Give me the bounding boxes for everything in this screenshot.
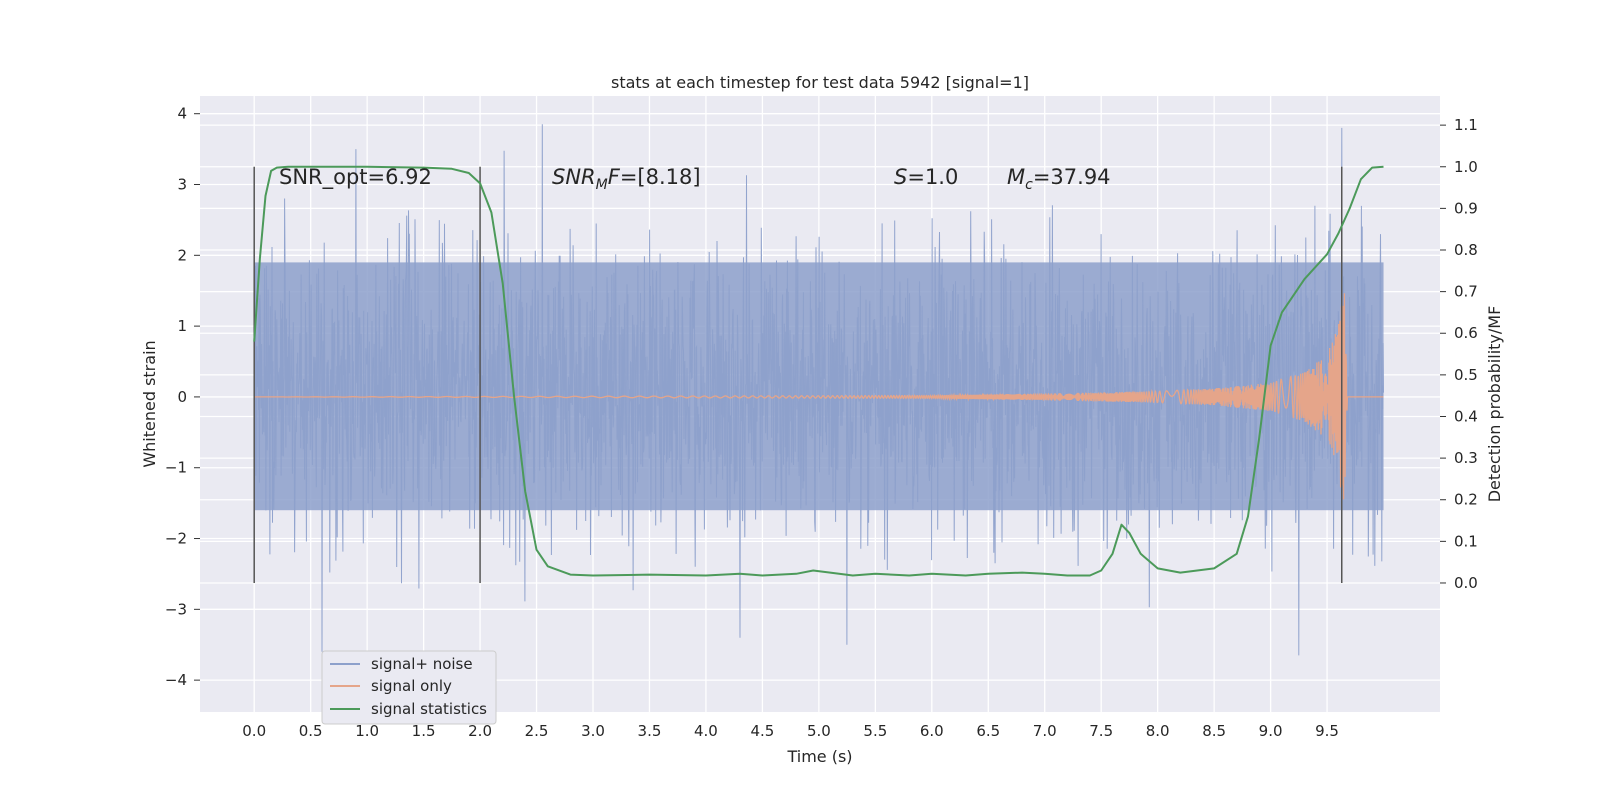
annotation-mc: Mc=37.94: [1007, 165, 1111, 193]
x-tick-label: 7.5: [1089, 722, 1113, 740]
signal-noise-series: [253, 124, 1384, 656]
legend-label-signal-only: signal only: [371, 677, 452, 695]
y2-tick-label: 0.2: [1454, 491, 1478, 509]
y2-tick-label: 0.5: [1454, 366, 1478, 384]
x-tick-label: 9.0: [1259, 722, 1283, 740]
signal-only-line: [254, 293, 1384, 500]
signal-only-series: [254, 293, 1384, 500]
annotation-snr-mf-f: F: [608, 165, 621, 189]
annotation-s: S=1.0: [894, 165, 958, 189]
y2-tick-label: 1.1: [1454, 116, 1478, 134]
x-tick-label: 3.0: [581, 722, 605, 740]
y-tick-label: −2: [165, 530, 187, 548]
x-tick-label: 9.5: [1315, 722, 1339, 740]
annotation-snr-opt: SNR_opt=6.92: [279, 165, 432, 190]
signal-statistics-line: [253, 165, 1384, 577]
y2-tick-label: 0.6: [1454, 324, 1478, 342]
legend-label-signal-statistics: signal statistics: [371, 700, 487, 718]
y2-tick-label: 0.7: [1454, 283, 1478, 301]
x-tick-label: 4.5: [750, 722, 774, 740]
x-tick-label: 3.5: [638, 722, 662, 740]
y-tick-label: −1: [165, 459, 187, 477]
annotation-snr-mf-subscript: M: [596, 177, 608, 193]
y-tick-label: 1: [177, 317, 187, 335]
x-tick-label: 6.5: [976, 722, 1000, 740]
legend-label-signal-noise: signal+ noise: [371, 655, 473, 673]
x-tick-label: 5.5: [863, 722, 887, 740]
y2-tick-label: 0.3: [1454, 449, 1478, 467]
y-tick-label: −4: [165, 671, 187, 689]
annotation-s-symbol: S: [894, 165, 907, 189]
legend: signal+ noise signal only signal statist…: [321, 650, 497, 725]
y2-tick-label: 0.9: [1454, 199, 1478, 217]
vertical-markers: [253, 166, 1343, 583]
x-tick-label: 8.5: [1202, 722, 1226, 740]
x-tick-label: 6.0: [920, 722, 944, 740]
signal-noise-line: [253, 124, 1384, 656]
y-axis-ticks: −4 −3 −2 −1 0 1 2 3 4: [165, 105, 200, 689]
annotation-mc-subscript: c: [1025, 177, 1033, 193]
legend-box: [321, 650, 497, 725]
x-tick-label: 5.0: [807, 722, 831, 740]
annotation-mc-symbol: M: [1007, 165, 1025, 189]
x-tick-label: 1.0: [355, 722, 379, 740]
signal-statistics-series: [253, 165, 1384, 577]
x-tick-label: 8.0: [1146, 722, 1170, 740]
x-tick-label: 7.0: [1033, 722, 1057, 740]
annotation-snr-mf-symbol: SNR: [552, 165, 596, 189]
chart-title: stats at each timestep for test data 594…: [611, 73, 1029, 92]
y-tick-label: 4: [177, 105, 187, 123]
x-tick-label: 1.5: [412, 722, 436, 740]
y-tick-label: 2: [177, 246, 187, 264]
x-tick-label: 2.0: [468, 722, 492, 740]
annotation-mc-value: =37.94: [1033, 165, 1111, 189]
x-tick-label: 0.5: [299, 722, 323, 740]
x-tick-label: 2.5: [525, 722, 549, 740]
y-tick-label: 3: [177, 176, 187, 194]
annotation-s-value: =1.0: [907, 165, 958, 189]
y-axis-label: Whitened strain: [140, 340, 159, 467]
y2-tick-label: 0.8: [1454, 241, 1478, 259]
x-axis-ticks: 0.0 0.5 1.0 1.5 2.0 2.5 3.0 3.5 4.0 4.5 5.0 5.5 6.0 6…: [242, 722, 1339, 740]
y-tick-label: −3: [165, 600, 187, 618]
y2-tick-label: 0.0: [1454, 574, 1478, 592]
x-tick-label: 4.0: [694, 722, 718, 740]
y2-tick-label: 0.4: [1454, 407, 1478, 425]
y2-axis-label: Detection probability/MF: [1485, 306, 1504, 503]
annotation-snr-mf-value: =[8.18]: [620, 165, 701, 189]
y2-tick-label: 0.1: [1454, 532, 1478, 550]
annotation-snr-mf: SNRMF=[8.18]: [552, 165, 701, 193]
x-tick-label: 0.0: [242, 722, 266, 740]
y-tick-label: 0: [177, 388, 187, 406]
y2-tick-label: 1.0: [1454, 158, 1478, 176]
x-axis-label: Time (s): [786, 747, 852, 766]
y2-axis-ticks: 0.0 0.1 0.2 0.3 0.4 0.5 0.6 0.7 0.8 0.9 1.0 1.1: [1440, 116, 1478, 592]
